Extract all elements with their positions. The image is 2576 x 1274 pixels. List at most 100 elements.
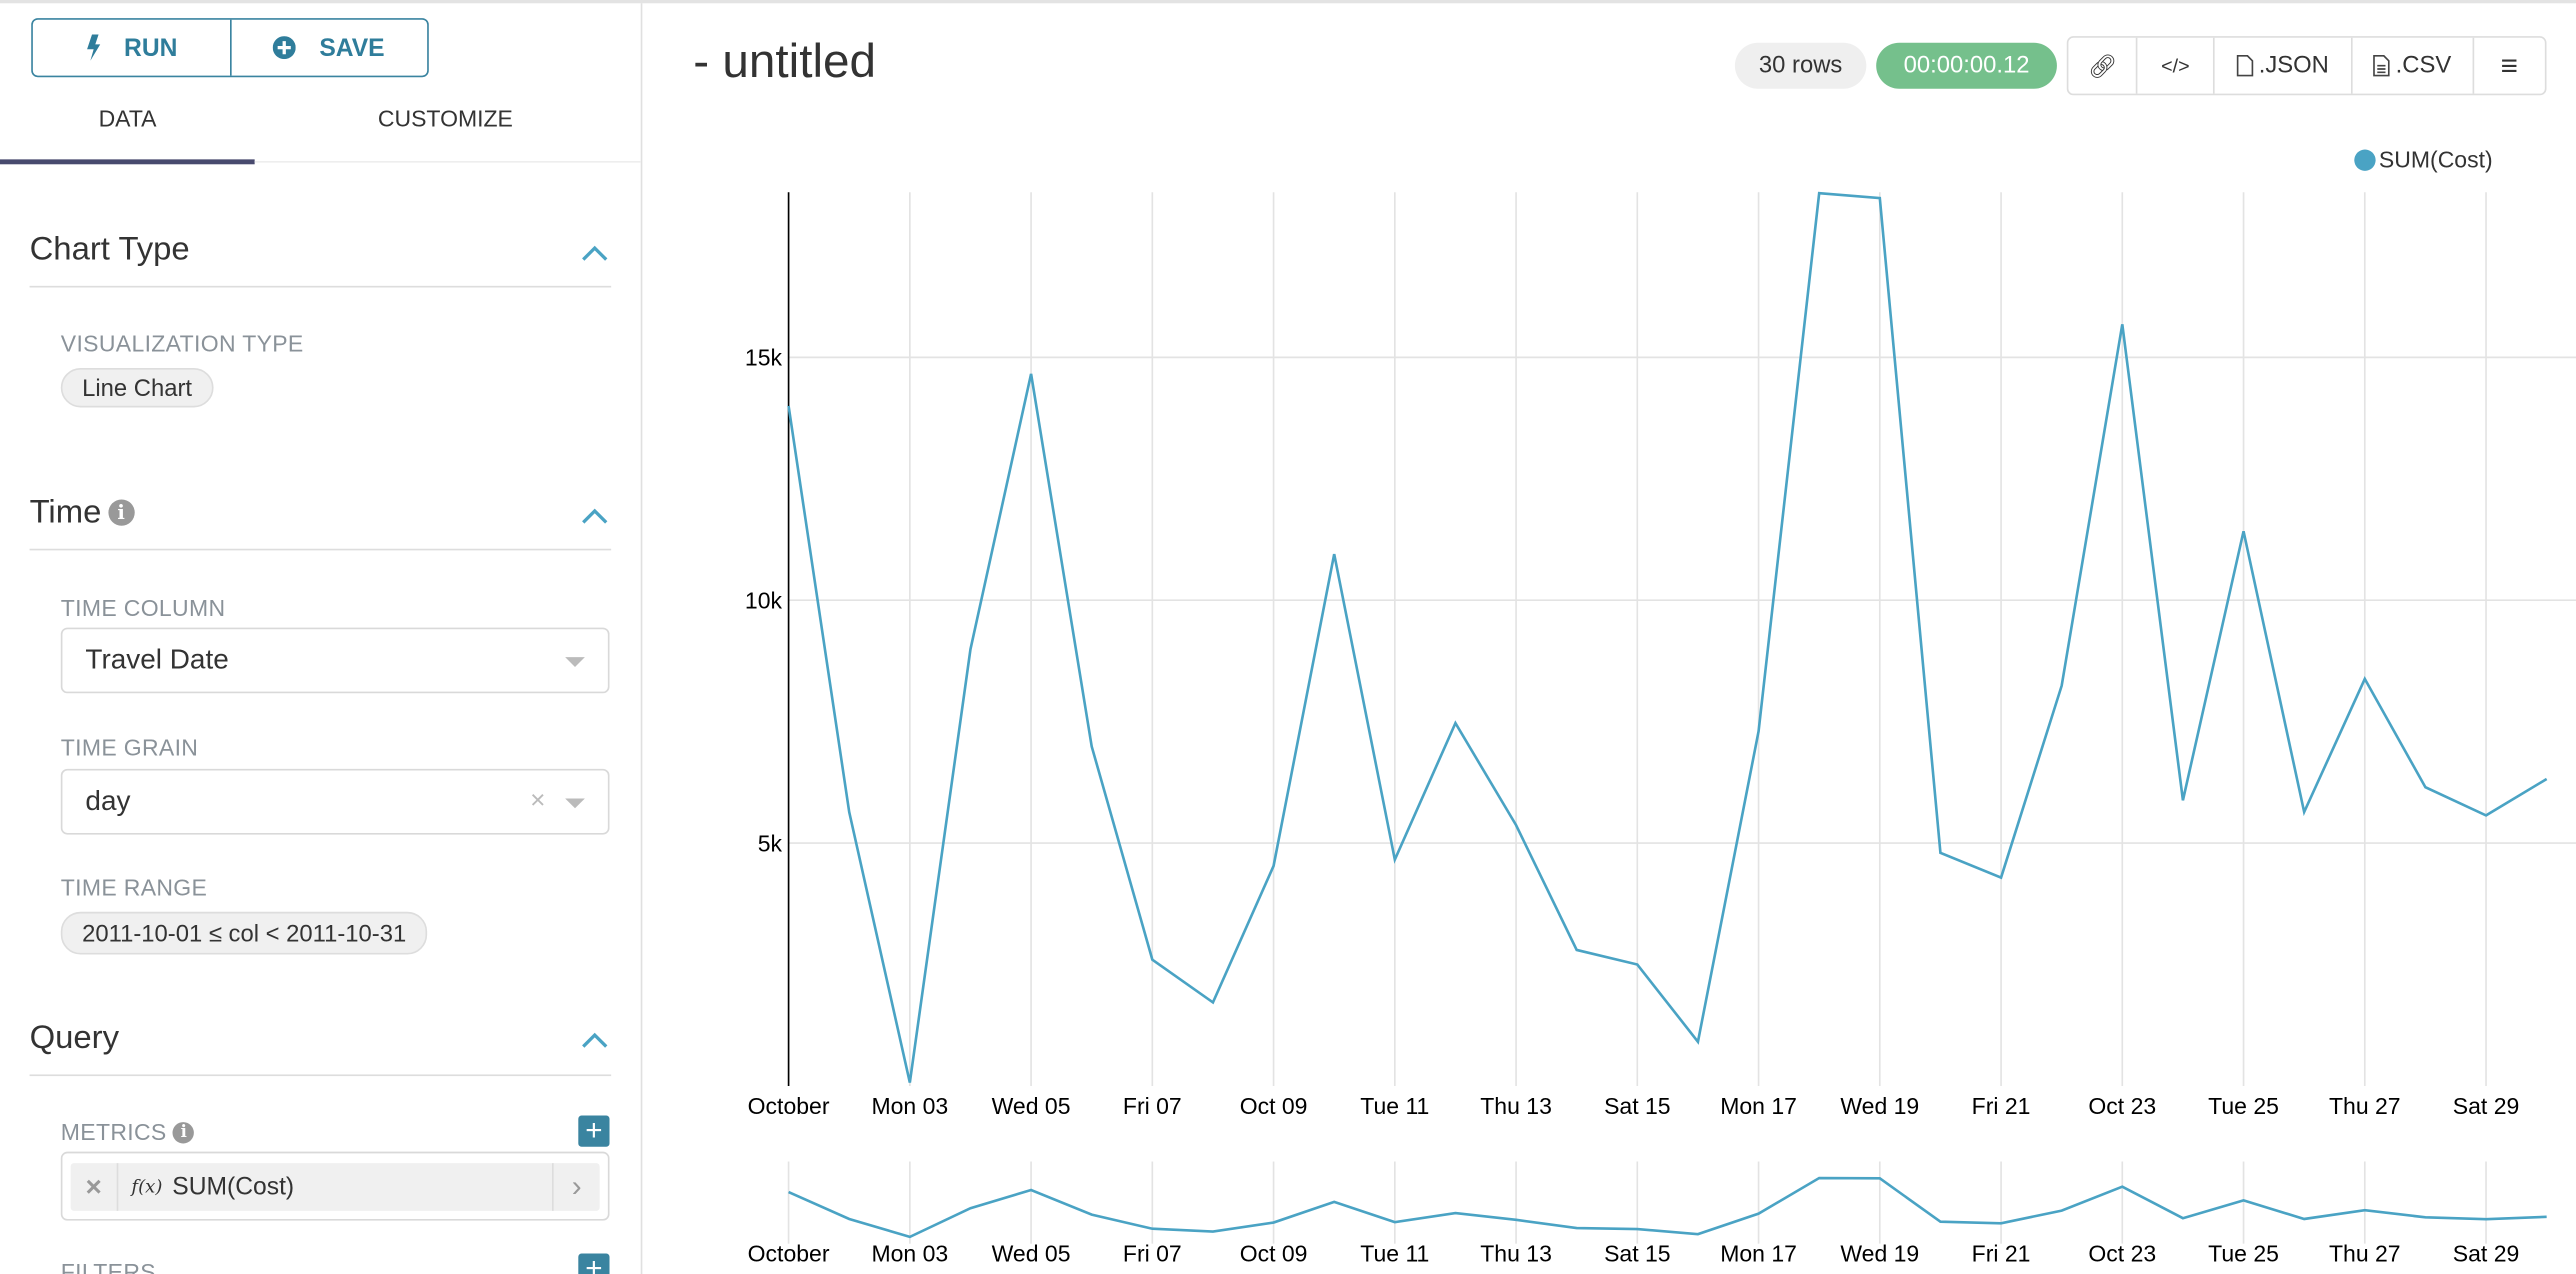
export-csv-button[interactable]: .CSV	[2352, 37, 2474, 94]
brush-x-tick-label: Wed 05	[992, 1241, 1071, 1267]
section-chart-type-title[interactable]: Chart Type	[29, 231, 190, 268]
x-tick-label: Tue 25	[2208, 1093, 2279, 1119]
data-point	[2543, 776, 2550, 783]
data-point	[907, 1079, 914, 1086]
x-tick-label: Oct 09	[1240, 1093, 1308, 1119]
data-point	[1573, 947, 1580, 954]
chart-legend[interactable]: SUM(Cost)	[2354, 146, 2493, 173]
x-tick-label: Oct 23	[2088, 1093, 2156, 1119]
x-tick-label: Fri 21	[1972, 1093, 2031, 1119]
brush-x-tick-label: Wed 19	[1840, 1241, 1919, 1267]
brush-x-tick-label: Mon 03	[871, 1241, 948, 1267]
data-point	[2483, 812, 2490, 819]
section-time-title[interactable]: Time i	[30, 495, 135, 533]
brush-x-tick-label: Oct 23	[2088, 1241, 2156, 1267]
share-link-button[interactable]: 🔗︎	[2068, 37, 2139, 94]
brush-x-tick-label: Sat 29	[2453, 1241, 2520, 1267]
save-label: SAVE	[319, 33, 385, 62]
legend-dot	[2354, 148, 2376, 171]
row-count-badge: 30 rows	[1734, 42, 1867, 89]
filters-label: FILTERS	[60, 1258, 156, 1274]
divider	[29, 548, 612, 551]
data-point	[2301, 809, 2308, 816]
menu-button[interactable]: ≡	[2474, 38, 2545, 94]
x-tick-label: Mon 03	[871, 1093, 948, 1119]
export-json-button[interactable]: .JSON	[2214, 37, 2353, 94]
run-label: RUN	[124, 33, 178, 62]
data-point	[1998, 874, 2005, 881]
bolt-icon	[86, 34, 100, 61]
metric-chip[interactable]: × f(x) SUM(Cost) ›	[70, 1163, 600, 1211]
chart-actions: 🔗︎ </> .JSON .CSV ≡	[2066, 36, 2547, 96]
time-column-label: TIME COLUMN	[60, 594, 226, 622]
data-point	[1695, 1038, 1702, 1045]
tab-data[interactable]: DATA	[98, 105, 157, 132]
time-column-select[interactable]: Travel Date	[60, 627, 610, 694]
x-tick-label: October	[748, 1093, 830, 1119]
code-icon: </>	[2161, 54, 2190, 78]
tab-divider	[254, 161, 641, 163]
control-panel: RUN SAVE DATA CUSTOMIZE Chart Type VISUA…	[0, 3, 643, 1274]
brush-x-tick-label: Sat 15	[1604, 1241, 1671, 1267]
data-point	[1937, 850, 1944, 857]
time-column-value: Travel Date	[85, 644, 229, 676]
add-filter-button[interactable]: +	[578, 1254, 610, 1274]
caret-down-icon	[565, 657, 585, 668]
fx-icon: f(x)	[131, 1176, 163, 1198]
save-button[interactable]: SAVE	[229, 19, 427, 76]
divider	[29, 285, 612, 288]
y-tick-label: 15k	[745, 345, 783, 371]
time-grain-select[interactable]: day ×	[60, 768, 610, 835]
info-icon[interactable]: i	[107, 499, 135, 526]
brush-x-tick-label: October	[748, 1241, 830, 1267]
tab-customize[interactable]: CUSTOMIZE	[377, 105, 513, 132]
chevron-right-icon[interactable]: ›	[552, 1163, 600, 1211]
data-point	[2058, 682, 2065, 689]
x-tick-label: Wed 05	[992, 1093, 1071, 1119]
legend-label: SUM(Cost)	[2378, 146, 2493, 173]
divider	[29, 1074, 612, 1077]
caret-down-icon	[565, 798, 585, 809]
data-point	[1210, 999, 1217, 1006]
line-chart[interactable]: October October Mon 03 Mon 03 Wed 05 Wed 05 Fr…	[0, 3, 2576, 1274]
data-point	[2240, 528, 2247, 535]
data-point	[1755, 728, 1762, 735]
section-query-title[interactable]: Query	[29, 1020, 120, 1057]
active-tab-indicator	[0, 159, 255, 165]
run-save-group: RUN SAVE	[31, 18, 429, 78]
brush-x-tick-label: Fri 21	[1972, 1241, 2031, 1267]
data-point	[2362, 676, 2369, 683]
data-point	[1392, 856, 1399, 863]
chevron-up-icon[interactable]	[580, 506, 610, 526]
embed-code-button[interactable]: </>	[2138, 37, 2215, 94]
chevron-up-icon[interactable]	[580, 243, 610, 263]
brush-x-tick-label: Tue 11	[1360, 1241, 1429, 1267]
add-metric-button[interactable]: +	[578, 1115, 610, 1147]
brush-x-tick-label: Oct 09	[1240, 1241, 1308, 1267]
run-button[interactable]: RUN	[33, 20, 229, 76]
time-grain-value: day	[85, 785, 131, 817]
info-icon[interactable]: i	[173, 1122, 195, 1144]
viz-type-label: VISUALIZATION TYPE	[60, 330, 304, 357]
time-range-label: TIME RANGE	[60, 874, 208, 901]
chart-title[interactable]: - untitled	[693, 36, 877, 89]
brush-x-tick-label: Thu 27	[2329, 1241, 2401, 1267]
x-tick-label: Sat 29	[2453, 1093, 2520, 1119]
remove-metric-icon[interactable]: ×	[71, 1163, 119, 1211]
metrics-box: × f(x) SUM(Cost) ›	[60, 1151, 610, 1221]
brush-x-tick-label: Fri 07	[1123, 1241, 1182, 1267]
data-point	[1088, 743, 1095, 750]
clear-icon[interactable]: ×	[530, 786, 546, 815]
brush-series-line	[788, 1176, 2547, 1239]
chevron-up-icon[interactable]	[580, 1030, 610, 1050]
data-point	[1270, 863, 1277, 870]
data-point	[1816, 190, 1823, 197]
metrics-label-text: METRICS	[60, 1118, 167, 1146]
data-point	[2422, 784, 2429, 791]
time-range-pill[interactable]: 2011-10-01 ≤ col < 2011-10-31	[60, 911, 428, 955]
metric-value: SUM(Cost)	[172, 1173, 295, 1201]
plus-circle-icon	[273, 36, 297, 60]
viz-type-pill[interactable]: Line Chart	[60, 368, 214, 408]
x-tick-label: Fri 07	[1123, 1093, 1182, 1119]
data-point	[1634, 961, 1641, 968]
